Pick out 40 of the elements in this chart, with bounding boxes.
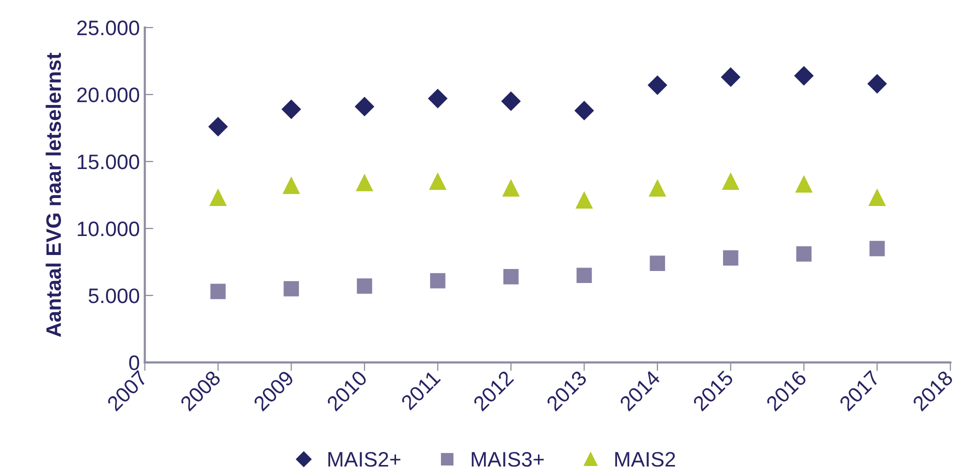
point (282, 100, 301, 119)
legend-label: MAIS2 (615, 452, 676, 467)
y-tick-label: 15.000 (78, 154, 140, 170)
point (356, 174, 373, 192)
point (650, 256, 666, 271)
point (502, 180, 520, 197)
point (649, 180, 666, 197)
point (796, 176, 812, 193)
point (354, 97, 374, 116)
point (794, 66, 814, 86)
point (428, 89, 448, 108)
point (868, 74, 887, 94)
point (576, 268, 592, 283)
point (576, 192, 593, 209)
point (501, 92, 521, 111)
point (722, 173, 740, 190)
legend-label: MAIS3+ (472, 452, 544, 467)
point (284, 281, 299, 296)
y-axis-title: Aantaal EVG naar letselernst (46, 52, 62, 337)
point (796, 246, 812, 262)
point (430, 273, 446, 288)
point (868, 189, 886, 206)
point (503, 269, 519, 284)
legend-label: MAIS2+ (328, 452, 400, 467)
point (429, 173, 446, 190)
point (356, 278, 372, 294)
point (210, 189, 226, 206)
point (210, 284, 226, 300)
y-tick-label: 25.000 (77, 20, 140, 36)
y-tick-label: 10.000 (78, 221, 140, 236)
point (723, 250, 738, 266)
y-tick-label: 20.000 (77, 88, 140, 102)
point (869, 240, 885, 256)
point (208, 117, 228, 136)
point (721, 68, 740, 87)
point (282, 177, 300, 194)
y-tick-label: 0 (129, 355, 140, 370)
point (574, 101, 594, 120)
y-tick-label: 5.000 (88, 288, 140, 304)
point (648, 76, 667, 95)
